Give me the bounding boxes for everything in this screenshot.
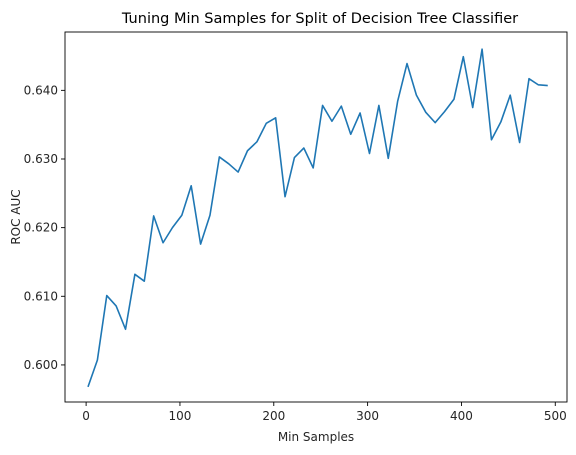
- x-tick-label: 400: [450, 409, 473, 423]
- y-axis-label: ROC AUC: [9, 189, 23, 244]
- x-axis: 0 100 200 300 400 500: [82, 402, 567, 423]
- x-tick-label: 100: [168, 409, 191, 423]
- y-tick-label: 0.640: [24, 83, 58, 97]
- y-tick-label: 0.600: [24, 358, 58, 372]
- x-tick-label: 500: [544, 409, 567, 423]
- x-tick-label: 0: [82, 409, 90, 423]
- plot-area: [87, 48, 548, 388]
- y-tick-label: 0.620: [24, 221, 58, 235]
- x-tick-label: 200: [262, 409, 285, 423]
- y-tick-label: 0.630: [24, 152, 58, 166]
- y-tick-label: 0.610: [24, 289, 58, 303]
- x-tick-label: 300: [356, 409, 379, 423]
- series-line-0: [87, 48, 548, 388]
- x-axis-label: Min Samples: [278, 430, 354, 444]
- chart-title: Tuning Min Samples for Split of Decision…: [121, 11, 518, 27]
- plot-frame: [64, 31, 568, 403]
- y-axis: 0.600 0.610 0.620 0.630 0.640: [24, 83, 65, 372]
